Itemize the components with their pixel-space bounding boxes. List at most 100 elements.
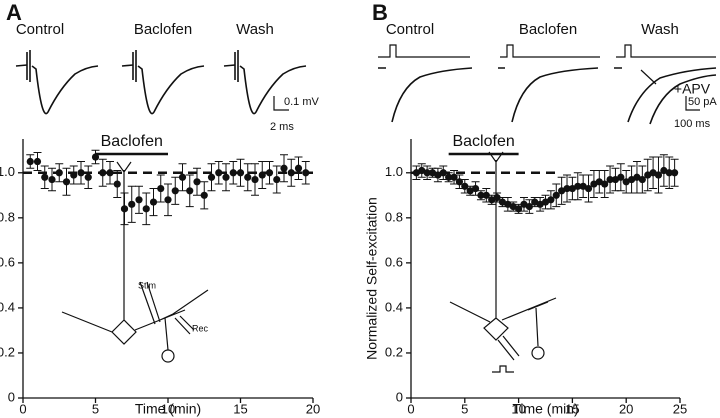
x-tick-label: 0 [19,401,26,416]
trace-annotation: +APV [674,81,711,97]
data-point [498,198,507,206]
drug-label: Baclofen [101,133,163,150]
data-point [113,180,121,188]
data-point [222,173,230,181]
x-tick-label: 15 [233,401,247,416]
trace-label: Wash [236,21,274,38]
trace-label: Baclofen [519,21,577,38]
data-point [439,169,447,177]
data-point [617,173,625,181]
data-point [622,178,630,186]
data-point [26,157,34,166]
data-point [55,169,63,177]
data-point [611,175,620,184]
data-point [445,173,453,181]
data-point [601,180,609,188]
data-point [552,191,560,199]
data-point [62,178,71,186]
y-tick-label: 0.6 [0,254,15,269]
data-point [200,191,208,199]
trace-wash [614,44,717,125]
data-point [477,191,485,199]
y-tick-label: 0 [8,389,15,404]
trace-label: Control [16,21,64,38]
y-tick-label: 1.0 [0,164,15,179]
data-point [627,175,636,184]
data-point [568,184,577,193]
y-tick-label: 0.8 [385,209,403,224]
scale-label: 100 ms [674,118,711,130]
data-point [536,200,544,208]
trace-baclofen [121,50,205,115]
trace-control [378,44,473,123]
data-point [77,169,85,177]
data-point [33,157,42,166]
data-point [157,184,165,193]
data-point [584,184,593,193]
data-point [135,196,143,204]
data-point [193,178,201,186]
y-tick-label: 0.4 [0,299,15,314]
trace-baclofen [498,44,600,123]
data-point [531,198,539,206]
data-point [84,173,92,181]
data-point [207,173,216,181]
trace-label: Wash [641,21,679,38]
panel-label: A [6,0,22,25]
data-point [120,205,129,213]
data-point [302,169,310,177]
data-point [273,175,281,184]
data-point [287,169,295,177]
y-tick-label: 1.0 [385,164,403,179]
data-point [595,178,603,186]
data-point [428,169,437,177]
data-point [186,187,194,195]
x-axis-label: Time (min) [135,401,201,417]
data-point [660,166,668,175]
inset-label: Rec [192,323,209,333]
data-point [258,171,266,179]
trace-wash [223,50,307,115]
x-tick-label: 10 [511,401,525,416]
data-point [423,169,431,177]
data-point [418,166,426,175]
y-tick-label: 0.2 [0,344,15,359]
data-point [70,171,78,179]
y-axis-label: Normalized Self-excitation [364,197,380,360]
data-point [541,198,550,206]
data-point [164,196,172,204]
data-point [466,187,474,195]
y-tick-label: 0 [396,389,403,404]
scale-label: 2 ms [270,121,294,133]
data-point [493,193,501,202]
x-tick-label: 25 [673,401,687,416]
scale-bar [685,96,700,111]
x-tick-label: 5 [461,401,468,416]
data-point [41,173,49,181]
x-axis-label: Time (min) [512,401,578,417]
data-point [48,175,56,184]
data-point [606,175,614,184]
data-point [280,164,288,172]
panel-label: B [372,0,388,25]
drug-label: Baclofen [452,133,514,150]
data-point [294,164,303,172]
data-point [106,169,114,177]
scale-label: 50 pA [688,96,717,108]
data-point [590,180,598,188]
data-point [99,169,107,177]
scale-bar [273,96,289,111]
data-point [171,187,179,195]
data-point [633,173,641,181]
data-point [574,182,582,190]
y-tick-label: 0.8 [0,209,15,224]
data-point [142,205,150,213]
data-point [638,175,646,184]
data-point [251,175,259,184]
data-point [547,196,555,204]
data-point [563,184,571,193]
neuron-inset [449,151,557,373]
scale-label: 0.1 mV [284,96,320,108]
data-point [265,169,274,177]
